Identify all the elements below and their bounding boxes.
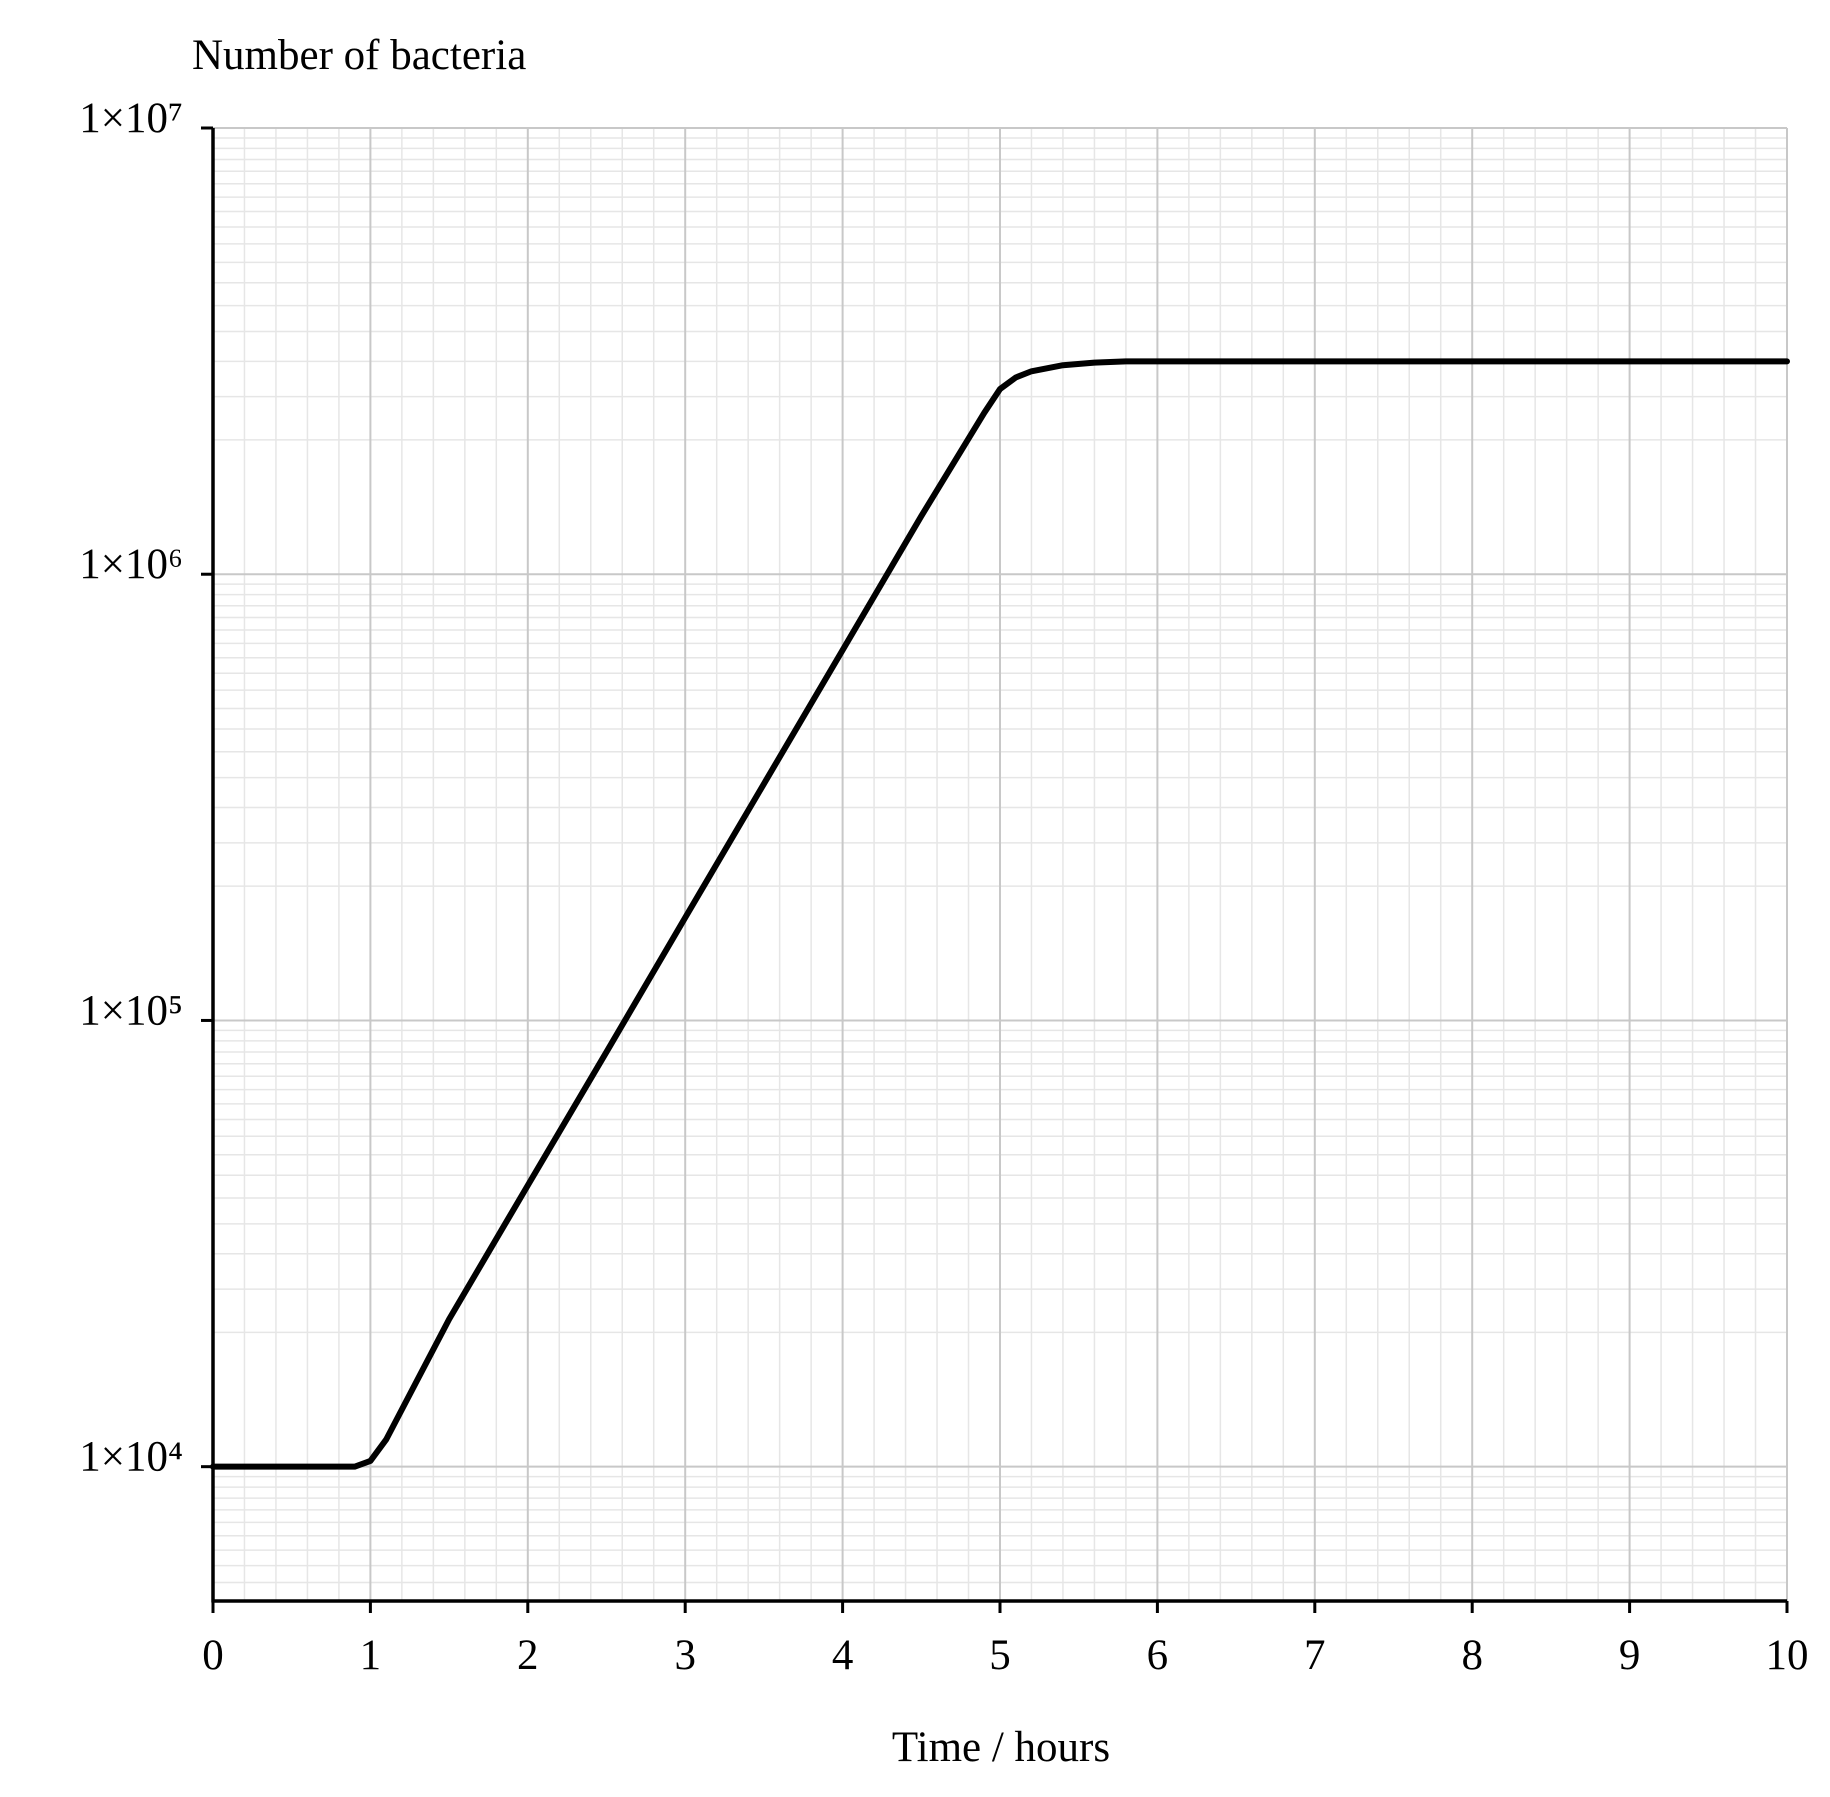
y-tick-label: 1×10⁵ (79, 987, 183, 1034)
chart-title: Number of bacteria (192, 32, 526, 79)
x-tick-label: 8 (1461, 1632, 1483, 1679)
x-tick-label: 6 (1147, 1632, 1169, 1679)
x-axis-label: Time / hours (892, 1724, 1110, 1771)
y-tick-label: 1×10⁴ (79, 1434, 183, 1481)
x-tick-label: 3 (674, 1632, 696, 1679)
y-tick-label: 1×10⁶ (79, 541, 183, 588)
x-tick-label: 10 (1766, 1632, 1809, 1679)
x-tick-label: 1 (360, 1632, 382, 1679)
y-tick-label: 1×10⁷ (79, 95, 183, 142)
x-tick-label: 2 (517, 1632, 539, 1679)
x-tick-label: 7 (1304, 1632, 1326, 1679)
x-tick-label: 5 (989, 1632, 1011, 1679)
data-line (210, 358, 1790, 1470)
x-tick-label: 0 (202, 1632, 224, 1679)
x-tick-label: 4 (832, 1632, 854, 1679)
x-tick-label: 9 (1619, 1632, 1641, 1679)
